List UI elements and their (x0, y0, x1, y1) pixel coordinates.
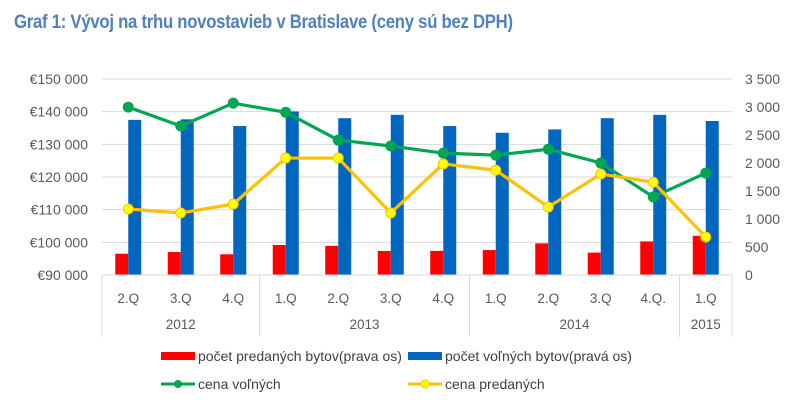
line-price-available (127, 101, 707, 199)
bar-sold (167, 252, 181, 275)
right-tick-label: 2 500 (745, 127, 780, 143)
bar-sold (115, 253, 129, 275)
left-tick-label: €110 000 (31, 202, 89, 218)
data-point (227, 198, 239, 210)
category-label: 2.Q (537, 291, 559, 306)
legend-swatch-available (408, 352, 442, 360)
data-point (332, 152, 344, 164)
data-point (332, 134, 344, 146)
data-point (175, 207, 187, 219)
data-point (175, 120, 187, 132)
bar-available (390, 114, 404, 275)
left-tick-label: €90 000 (37, 267, 88, 283)
data-point (122, 101, 134, 113)
bar-sold (430, 250, 444, 275)
data-point (227, 97, 239, 109)
category-label: 4.Q (222, 291, 244, 306)
right-tick-label: 3 000 (745, 99, 780, 115)
data-point (280, 152, 292, 164)
x-axis: 2.Q 3.Q 4.Q 1.Q 2.Q 3.Q 4.Q 1.Q 2.Q 3.Q 4.Q. 1.Q 201… (101, 274, 733, 337)
legend-label-available: počet voľných bytov(pravá os) (445, 348, 632, 364)
legend-label-price-sold: cena predaných (445, 376, 545, 392)
category-label: 3.Q (380, 291, 402, 306)
left-tick-label: €120 000 (30, 169, 89, 185)
right-tick-label: 0 (745, 267, 753, 283)
data-point (437, 158, 449, 170)
bar-available (180, 119, 194, 275)
bar-sold (272, 245, 286, 275)
lines (122, 97, 712, 243)
legend-marker-price-sold (420, 379, 430, 389)
right-tick-label: 1 500 (745, 183, 780, 199)
category-label: 2.Q (327, 291, 349, 306)
legend-marker-price-available (174, 380, 182, 388)
data-point (700, 167, 712, 179)
bar-sold (482, 250, 496, 275)
gridlines (102, 78, 732, 243)
bar-sold (377, 250, 391, 275)
bar-available (128, 119, 142, 275)
data-point (647, 191, 659, 203)
group-label: 2012 (166, 317, 196, 332)
bar-available (285, 111, 299, 275)
data-point (700, 231, 712, 243)
legend-label-price-available: cena voľných (198, 376, 281, 392)
right-tick-label: 2 000 (745, 155, 780, 171)
line-price-sold (128, 156, 707, 239)
category-label: 4.Q (432, 291, 454, 306)
legend-label-sold: počet predaných bytov(prava os) (198, 348, 402, 364)
bar-sold (587, 252, 601, 275)
category-label: 4.Q. (640, 291, 666, 306)
data-point (280, 106, 292, 118)
bar-sold (692, 235, 706, 275)
bar-available (600, 118, 614, 275)
data-point (122, 203, 134, 215)
left-tick-label: €150 000 (30, 71, 89, 87)
category-label: 2.Q (117, 291, 139, 306)
bar-sold (535, 243, 549, 275)
group-label: 2014 (559, 317, 590, 332)
category-label: 3.Q (170, 291, 192, 306)
data-point (490, 164, 502, 176)
data-point (437, 147, 449, 159)
left-tick-label: €100 000 (30, 234, 89, 250)
right-axis-ticks: 0 500 1 000 1 500 2 000 2 500 3 000 3 500 (745, 71, 780, 283)
group-label: 2015 (691, 317, 721, 332)
bar-sold (325, 245, 339, 275)
category-label: 1.Q (695, 291, 717, 306)
data-point (542, 201, 554, 213)
left-tick-label: €140 000 (30, 104, 89, 120)
bars (115, 111, 719, 275)
group-label: 2013 (349, 317, 379, 332)
legend: počet predaných bytov(prava os) počet voľ… (161, 348, 632, 392)
chart-title: Graf 1: Vývoj na trhu novostavieb v Brat… (14, 12, 513, 33)
right-tick-label: 1 000 (745, 211, 780, 227)
bar-sold (640, 241, 654, 275)
category-label: 1.Q (485, 291, 507, 306)
data-point (542, 143, 554, 155)
category-label: 1.Q (275, 291, 297, 306)
right-tick-label: 500 (745, 239, 769, 255)
data-point (595, 168, 607, 180)
data-point (647, 176, 659, 188)
category-label: 3.Q (590, 291, 612, 306)
data-point (490, 149, 502, 161)
bar-available (705, 121, 719, 275)
data-point (385, 140, 397, 152)
data-point (595, 157, 607, 169)
left-axis-ticks: €90 000 €100 000 €110 000 €120 000 €130 000 €… (30, 71, 89, 283)
left-tick-label: €130 000 (30, 136, 89, 152)
bar-sold (220, 254, 234, 275)
right-tick-label: 3 500 (745, 71, 780, 87)
data-point (385, 207, 397, 219)
legend-swatch-sold (161, 352, 195, 360)
